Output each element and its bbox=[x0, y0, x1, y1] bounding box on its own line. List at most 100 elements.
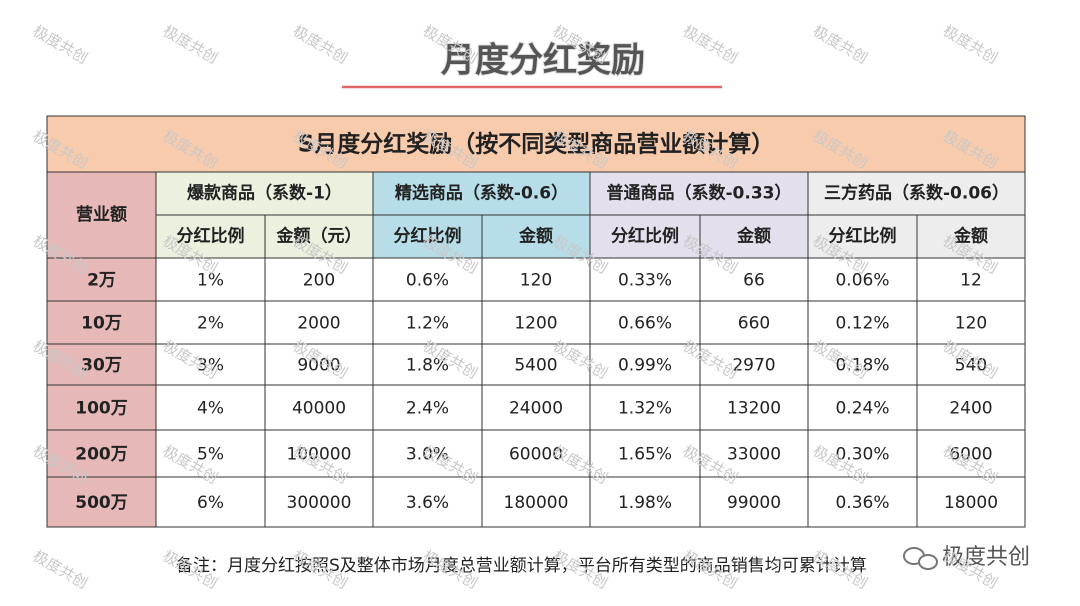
sub-header: 金额 bbox=[736, 226, 771, 247]
cell-bg bbox=[916, 384, 1026, 431]
table-cell: 4% bbox=[197, 399, 224, 419]
cell-bg bbox=[155, 214, 266, 259]
table-cell: 66 bbox=[743, 271, 765, 291]
cell-bg bbox=[699, 476, 809, 528]
cell-bg bbox=[807, 214, 918, 259]
cell-bg bbox=[699, 214, 809, 259]
cell-bg bbox=[916, 300, 1026, 345]
watermark: 极度共创 bbox=[30, 22, 91, 68]
cell-bg bbox=[264, 429, 374, 478]
corner-header: 营业额 bbox=[76, 204, 127, 225]
table-cell: 13200 bbox=[727, 399, 781, 419]
table-cell: 5400 bbox=[514, 356, 557, 376]
cell-bg bbox=[589, 300, 701, 345]
cell-bg bbox=[372, 343, 483, 386]
table-cell: 6000 bbox=[949, 445, 992, 465]
table-cell: 2% bbox=[197, 314, 224, 334]
table-cell: 3% bbox=[197, 356, 224, 376]
sub-header: 分红比例 bbox=[829, 226, 897, 247]
brand-logo: 极度共创 bbox=[903, 545, 1030, 570]
cell-bg bbox=[916, 343, 1026, 386]
table-cell: 3.6% bbox=[406, 493, 449, 513]
table-cell: 2970 bbox=[732, 356, 775, 376]
cell-bg bbox=[155, 343, 266, 386]
table-cell: 60000 bbox=[509, 445, 563, 465]
table-cell: 1.2% bbox=[406, 314, 449, 334]
table-cell: 0.06% bbox=[835, 271, 889, 291]
table-cell: 1.32% bbox=[618, 399, 672, 419]
sub-header: 分红比例 bbox=[611, 226, 679, 247]
row-header: 30万 bbox=[81, 356, 122, 376]
table-cell: 0.18% bbox=[835, 356, 889, 376]
table-cell: 0.99% bbox=[618, 356, 672, 376]
table-cell: 1% bbox=[197, 271, 224, 291]
table-cell: 0.36% bbox=[835, 493, 889, 513]
table-cell: 0.12% bbox=[835, 314, 889, 334]
watermark: 极度共创 bbox=[680, 22, 741, 68]
row-header: 500万 bbox=[75, 493, 128, 513]
table-cell: 0.33% bbox=[618, 271, 672, 291]
cell-bg bbox=[916, 257, 1026, 302]
table-cell: 0.66% bbox=[618, 314, 672, 334]
table-cell: 9000 bbox=[297, 356, 340, 376]
row-header: 200万 bbox=[75, 445, 128, 465]
watermark: 极度共创 bbox=[290, 22, 351, 68]
table-cell: 2000 bbox=[297, 314, 340, 334]
table-cell: 2.4% bbox=[406, 399, 449, 419]
cell-bg bbox=[264, 476, 374, 528]
row-header: 100万 bbox=[75, 399, 128, 419]
note: 备注：月度分红按照S及整体市场月度总营业额计算，平台所有类型的商品销售均可累计计… bbox=[176, 556, 867, 576]
table-cell: 1.98% bbox=[618, 493, 672, 513]
table-cell: 5% bbox=[197, 445, 224, 465]
table-caption: S月度分红奖励（按不同类型商品营业额计算） bbox=[298, 131, 775, 158]
cell-bg bbox=[155, 257, 266, 302]
table-cell: 12 bbox=[960, 271, 982, 291]
cell-bg bbox=[699, 429, 809, 478]
brand: 极度共创 bbox=[942, 545, 1030, 570]
table-cell: 99000 bbox=[727, 493, 781, 513]
cell-bg bbox=[46, 429, 157, 478]
group-header: 爆款商品（系数-1） bbox=[187, 183, 342, 204]
group-header: 精选商品（系数-0.6） bbox=[395, 183, 568, 204]
table-cell: 1.8% bbox=[406, 356, 449, 376]
cell-bg bbox=[589, 257, 701, 302]
table-cell: 0.24% bbox=[835, 399, 889, 419]
table-cell: 540 bbox=[955, 356, 987, 376]
cell-bg bbox=[155, 476, 266, 528]
table-cell: 6% bbox=[197, 493, 224, 513]
sub-header: 金额（元） bbox=[276, 226, 362, 247]
cell-bg bbox=[46, 476, 157, 528]
cell-bg bbox=[46, 300, 157, 345]
cell-bg bbox=[46, 384, 157, 431]
sub-header: 金额 bbox=[953, 226, 988, 247]
row-header: 2万 bbox=[87, 271, 116, 291]
cell-bg bbox=[916, 429, 1026, 478]
table-cell: 2400 bbox=[949, 399, 992, 419]
table: S月度分红奖励（按不同类型商品营业额计算） 营业额 爆款商品（系数-1） 精选商品（系… bbox=[46, 115, 1026, 528]
table-cell: 120 bbox=[520, 271, 552, 291]
cell-bg bbox=[155, 300, 266, 345]
cell-bg bbox=[481, 384, 591, 431]
cell-bg bbox=[589, 476, 701, 528]
table-cell: 0.30% bbox=[835, 445, 889, 465]
cell-bg bbox=[589, 384, 701, 431]
table-cell: 180000 bbox=[504, 493, 569, 513]
table-cell: 33000 bbox=[727, 445, 781, 465]
table-cell: 300000 bbox=[287, 493, 352, 513]
table-cell: 100000 bbox=[287, 445, 352, 465]
cell-bg bbox=[481, 476, 591, 528]
cell-bg bbox=[699, 384, 809, 431]
cell-bg bbox=[481, 214, 591, 259]
cell-bg bbox=[372, 214, 483, 259]
cell-bg bbox=[264, 343, 374, 386]
group-header: 三方药品（系数-0.06） bbox=[824, 183, 1009, 204]
cell-bg bbox=[916, 476, 1026, 528]
cell-bg bbox=[807, 384, 918, 431]
cell-bg bbox=[916, 214, 1026, 259]
cell-bg bbox=[155, 429, 266, 478]
cell-bg bbox=[46, 171, 157, 259]
cell-bg bbox=[807, 171, 1026, 216]
watermark: 极度共创 bbox=[160, 22, 221, 68]
table-cell: 1.65% bbox=[618, 445, 672, 465]
